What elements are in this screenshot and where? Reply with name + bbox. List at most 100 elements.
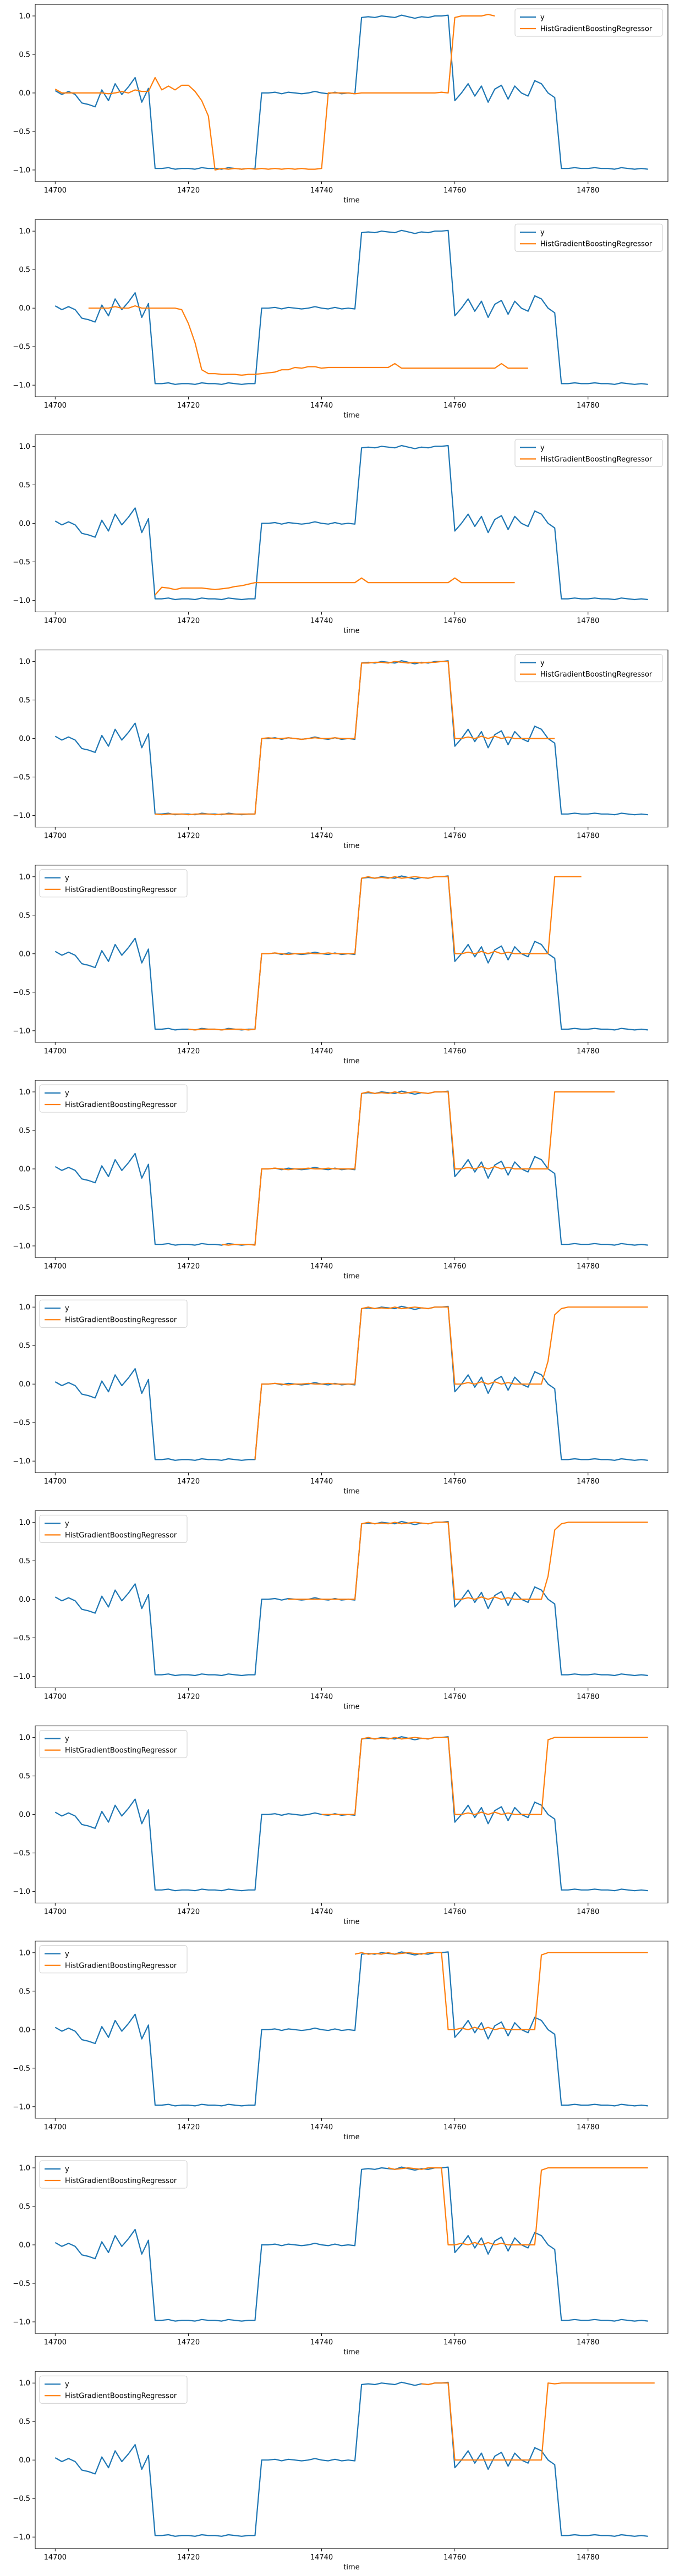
x-tick-label: 14780: [577, 1908, 599, 1916]
series-line-y: [54, 2381, 648, 2537]
y-tick-label: 0.5: [19, 481, 30, 490]
x-axis-label: time: [343, 1057, 359, 1065]
series-line-y: [54, 1090, 648, 1246]
x-tick-label: 14740: [310, 832, 333, 841]
y-tick-label: 0.0: [19, 2242, 30, 2250]
legend-label: y: [540, 229, 545, 237]
chart-panel-10: 14700 14720 14740 14760 14780 1.0 0.5 0.0 −0.5 −1…: [13, 1941, 668, 2141]
y-tick-label: 0.5: [19, 1987, 30, 1996]
series-line-prediction: [155, 577, 515, 596]
x-tick-label: 14720: [177, 402, 200, 410]
y-tick-label: −0.5: [13, 773, 30, 782]
x-tick-label: 14780: [577, 2338, 599, 2347]
y-tick-label: −1.0: [13, 2319, 30, 2327]
chart-panel-12: 14700 14720 14740 14760 14780 1.0 0.5 0.0 −0.5 −1…: [13, 2371, 668, 2572]
y-tick-label: −0.5: [13, 1849, 30, 1858]
y-tick-label: 1.0: [19, 1519, 30, 1527]
x-tick-label: 14760: [443, 186, 466, 195]
x-tick-label: 14760: [443, 2553, 466, 2562]
chart-panel-11: 14700 14720 14740 14760 14780 1.0 0.5 0.0 −0.5 −1…: [13, 2156, 668, 2357]
y-tick-label: −1.0: [13, 2103, 30, 2111]
chart-panel-4: 14700 14720 14740 14760 14780 1.0 0.5 0.0 −0.5 −1…: [13, 650, 668, 850]
legend: y HistGradientBoostingRegressor: [39, 1084, 188, 1113]
legend-label: HistGradientBoostingRegressor: [540, 240, 653, 249]
y-tick-label: 0.5: [19, 1342, 30, 1350]
x-tick-label: 14760: [443, 2338, 466, 2347]
legend-label: y: [540, 659, 545, 667]
y-tick-label: 0.5: [19, 1127, 30, 1135]
x-tick-label: 14720: [177, 832, 200, 841]
chart-panel-2: 14700 14720 14740 14760 14780 1.0 0.5 0.0 −0.5 −1…: [13, 219, 668, 420]
x-tick-label: 14720: [177, 1262, 200, 1271]
legend: y HistGradientBoostingRegressor: [39, 1945, 188, 1974]
series-line-y: [54, 229, 648, 385]
chart-panel-9: 14700 14720 14740 14760 14780 1.0 0.5 0.0 −0.5 −1…: [13, 1726, 668, 1926]
legend-box: [39, 1084, 188, 1113]
y-tick-label: 0.0: [19, 2457, 30, 2465]
series-line-y: [54, 660, 648, 816]
x-tick-label: 14780: [577, 1693, 599, 1701]
y-tick-label: 0.5: [19, 911, 30, 920]
x-tick-label: 14760: [443, 402, 466, 410]
x-axis-label: time: [343, 2133, 359, 2141]
y-tick-label: 0.5: [19, 2418, 30, 2426]
x-tick-label: 14740: [310, 402, 333, 410]
x-tick-label: 14720: [177, 2553, 200, 2562]
x-tick-label: 14780: [577, 617, 599, 625]
y-tick-label: 0.0: [19, 950, 30, 958]
y-tick-label: 1.0: [19, 13, 30, 21]
series-line-y: [54, 875, 648, 1031]
x-tick-label: 14720: [177, 1478, 200, 1486]
y-tick-label: 0.0: [19, 90, 30, 98]
y-tick-label: 0.5: [19, 266, 30, 274]
y-tick-label: 0.0: [19, 1596, 30, 1604]
legend-label: y: [65, 1305, 69, 1313]
legend-label: y: [65, 1950, 69, 1958]
legend-box: [514, 223, 663, 252]
series-line-prediction: [254, 1306, 648, 1460]
y-tick-label: −0.5: [13, 1204, 30, 1212]
legend: y HistGradientBoostingRegressor: [39, 1299, 188, 1328]
y-tick-label: −1.0: [13, 167, 30, 175]
x-tick-label: 14700: [44, 2123, 67, 2132]
x-tick-label: 14740: [310, 1478, 333, 1486]
x-tick-label: 14760: [443, 1047, 466, 1056]
x-tick-label: 14700: [44, 1908, 67, 1916]
x-tick-label: 14740: [310, 186, 333, 195]
y-tick-label: 0.0: [19, 520, 30, 528]
series-line-y: [54, 2166, 648, 2322]
series-line-y: [54, 1305, 648, 1461]
y-tick-label: −0.5: [13, 1419, 30, 1427]
x-tick-label: 14760: [443, 2123, 466, 2132]
y-tick-label: −1.0: [13, 382, 30, 390]
legend-label: HistGradientBoostingRegressor: [540, 671, 653, 679]
y-tick-label: 1.0: [19, 1734, 30, 1742]
x-tick-label: 14760: [443, 617, 466, 625]
legend-label: y: [540, 14, 545, 22]
legend: y HistGradientBoostingRegressor: [514, 438, 663, 467]
y-tick-label: −0.5: [13, 2495, 30, 2503]
x-axis-label: time: [343, 411, 359, 420]
series-line-prediction: [88, 305, 528, 376]
y-tick-label: −1.0: [13, 597, 30, 605]
chart-panel-5: 14700 14720 14740 14760 14780 1.0 0.5 0.0 −0.5 −1…: [13, 865, 668, 1065]
y-tick-label: −0.5: [13, 558, 30, 567]
x-tick-label: 14780: [577, 832, 599, 841]
x-tick-label: 14700: [44, 1047, 67, 1056]
legend-box: [39, 1945, 188, 1974]
x-axis-label: time: [343, 196, 359, 205]
y-tick-label: 0.5: [19, 2203, 30, 2211]
series-line-prediction: [221, 1091, 615, 1246]
legend-box: [39, 869, 188, 898]
x-tick-label: 14700: [44, 832, 67, 841]
series-line-y: [54, 14, 648, 170]
series-line-prediction: [155, 661, 555, 816]
x-axis-label: time: [343, 1702, 359, 1711]
x-tick-label: 14720: [177, 2338, 200, 2347]
series-line-prediction: [288, 1522, 648, 1600]
x-tick-label: 14760: [443, 1693, 466, 1701]
legend: y HistGradientBoostingRegressor: [39, 2375, 188, 2404]
series-line-prediction: [321, 1737, 648, 1815]
legend: y HistGradientBoostingRegressor: [514, 8, 663, 37]
